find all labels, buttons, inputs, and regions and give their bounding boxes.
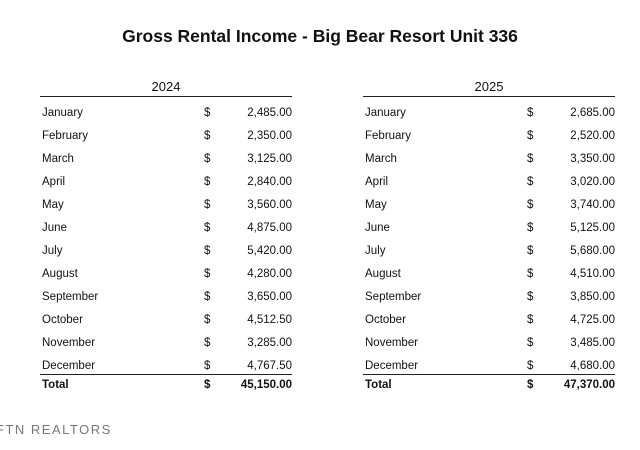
amount: 2,350.00 [247,130,292,142]
currency: $ [527,199,534,211]
label: February [365,130,412,142]
amount: 2,840.00 [247,176,292,188]
amount: 4,725.00 [570,314,615,326]
income-table: 2025 January $2,685.00 February $2,520.00 Mar… [363,0,623,400]
currency: $ [527,268,534,280]
header-rule [363,96,615,97]
label: March [42,153,74,165]
amount: 47,370.00 [563,379,615,391]
currency: $ [527,130,534,142]
label: April [365,176,389,188]
label: Total [42,379,69,391]
currency: $ [527,379,534,391]
currency: $ [204,153,211,165]
label: January [365,107,406,119]
amount: 45,150.00 [240,379,292,391]
currency: $ [204,176,211,188]
label: May [365,199,387,211]
currency: $ [527,360,534,372]
label: June [42,222,67,234]
label: October [365,314,406,326]
currency: $ [204,360,211,372]
amount: 2,485.00 [247,107,292,119]
label: November [42,337,96,349]
amount: 3,350.00 [570,153,615,165]
label: November [365,337,419,349]
currency: $ [204,130,211,142]
currency: $ [527,291,534,303]
currency: $ [204,199,211,211]
amount: 4,280.00 [247,268,292,280]
currency: $ [204,222,211,234]
currency: $ [204,291,211,303]
amount: 2,685.00 [570,107,615,119]
currency: $ [204,314,211,326]
label: July [42,245,63,257]
amount: 3,740.00 [570,199,615,211]
watermark: FTN REALTORS [0,422,112,437]
year-header: 2024 [151,79,181,94]
title: Gross Rental Income - Big Bear Resort Un… [122,26,518,46]
currency: $ [204,268,211,280]
label: September [42,291,99,303]
currency: $ [204,107,211,119]
label: January [42,107,83,119]
label: December [42,360,96,372]
amount: 3,485.00 [570,337,615,349]
label: June [365,222,390,234]
income-table: 2024 January $2,485.00 February $2,350.00 Mar… [40,0,300,400]
year-header: 2025 [474,79,504,94]
currency: $ [204,379,211,391]
amount: 3,850.00 [570,291,615,303]
currency: $ [204,337,211,349]
label: October [42,314,83,326]
currency: $ [527,176,534,188]
label: Total [365,379,392,391]
currency: $ [204,245,211,257]
label: March [365,153,397,165]
amount: 4,680.00 [570,360,615,372]
label: December [365,360,419,372]
amount: 3,560.00 [247,199,292,211]
amount: 3,650.00 [247,291,292,303]
amount: 4,510.00 [570,268,615,280]
currency: $ [527,107,534,119]
amount: 3,020.00 [570,176,615,188]
currency: $ [527,222,534,234]
currency: $ [527,314,534,326]
header-rule [40,96,292,97]
currency: $ [527,153,534,165]
label: April [42,176,66,188]
label: September [365,291,422,303]
amount: 5,125.00 [570,222,615,234]
amount: 3,285.00 [247,337,292,349]
label: August [42,268,78,280]
amount: 4,512.50 [247,314,292,326]
currency: $ [527,245,534,257]
label: August [365,268,401,280]
amount: 3,125.00 [247,153,292,165]
currency: $ [527,337,534,349]
total-rule [363,374,615,375]
amount: 2,520.00 [570,130,615,142]
amount: 5,680.00 [570,245,615,257]
amount: 4,767.50 [247,360,292,372]
label: July [365,245,386,257]
amount: 4,875.00 [247,222,292,234]
amount: 5,420.00 [247,245,292,257]
label: February [42,130,89,142]
label: May [42,199,64,211]
total-rule [40,374,292,375]
